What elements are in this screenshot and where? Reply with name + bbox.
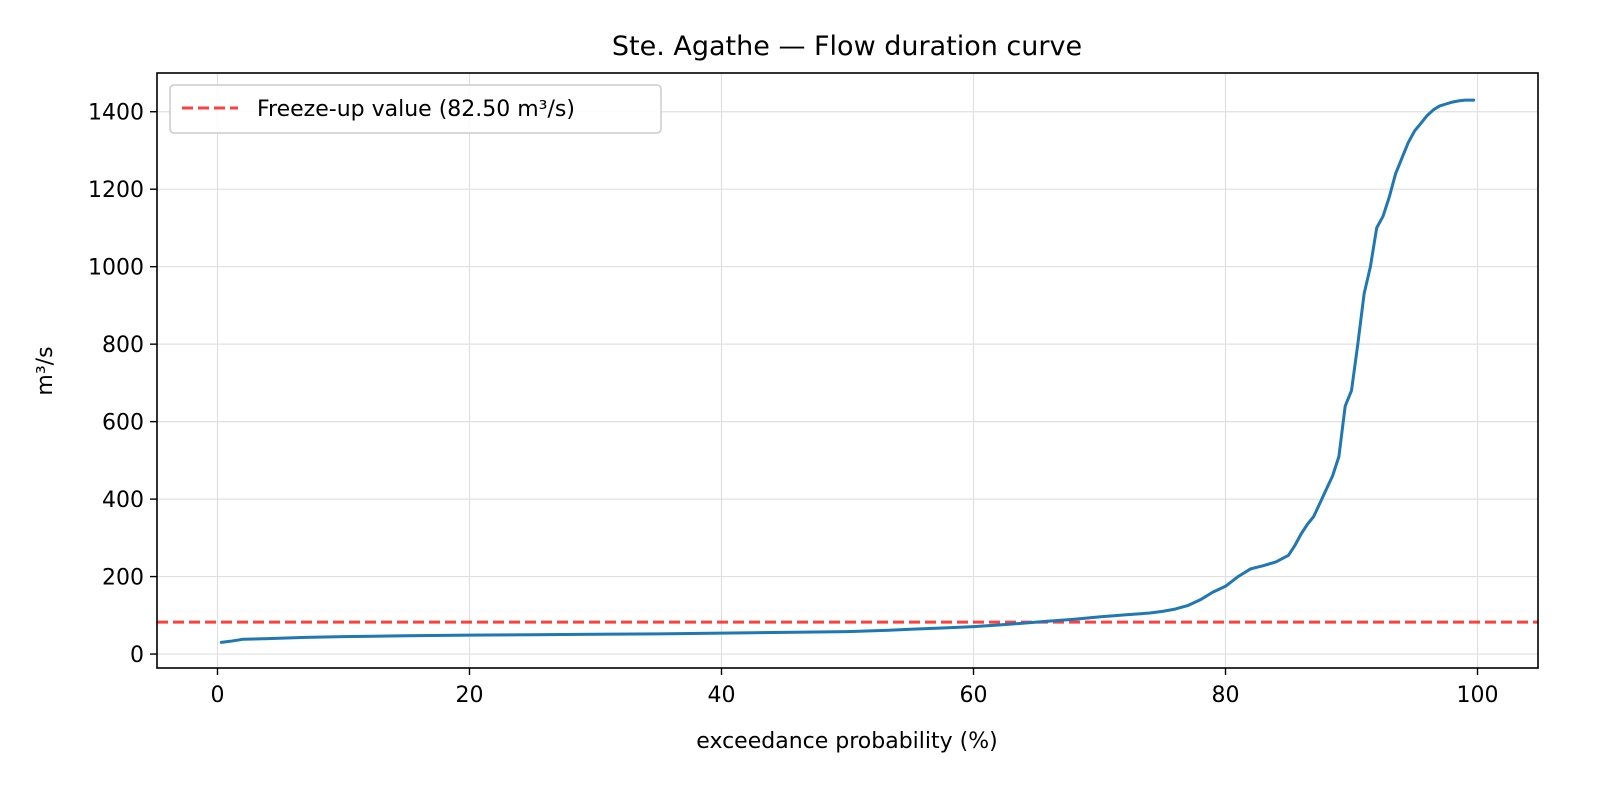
plot-frame [156, 72, 1539, 669]
legend-box [169, 84, 662, 134]
plot-series-area [157, 98, 1538, 644]
y-tick-label: 600 [102, 411, 144, 436]
y-tick-label: 1200 [88, 178, 144, 203]
y-axis: 0 200 400 600 800 1000 1200 1400 [88, 101, 157, 668]
x-tick-label: 0 [210, 683, 224, 708]
x-tick-label: 40 [707, 683, 735, 708]
flow-duration-line [219, 98, 1476, 644]
y-tick-label: 800 [102, 333, 144, 358]
legend-freeze-up-label: Freeze-up value (82.50 m³/s) [257, 97, 575, 122]
y-tick-label: 1400 [88, 101, 144, 126]
x-axis-label: exceedance probability (%) [696, 729, 997, 754]
chart-title: Ste. Agathe — Flow duration curve [612, 31, 1082, 62]
y-tick-label: 1000 [88, 256, 144, 281]
y-tick-label: 0 [130, 643, 144, 668]
legend[interactable]: Freeze-up value (82.50 m³/s) [169, 84, 662, 134]
y-tick-label: 200 [102, 566, 144, 591]
x-tick-label: 100 [1457, 683, 1499, 708]
y-tick-label: 400 [102, 488, 144, 513]
x-axis: 0 20 40 60 80 100 [210, 668, 1499, 708]
x-tick-label: 20 [455, 683, 483, 708]
x-tick-label: 60 [960, 683, 988, 708]
y-axis-label: m³/s [33, 346, 58, 395]
grid [157, 73, 1538, 668]
x-tick-label: 80 [1212, 683, 1240, 708]
